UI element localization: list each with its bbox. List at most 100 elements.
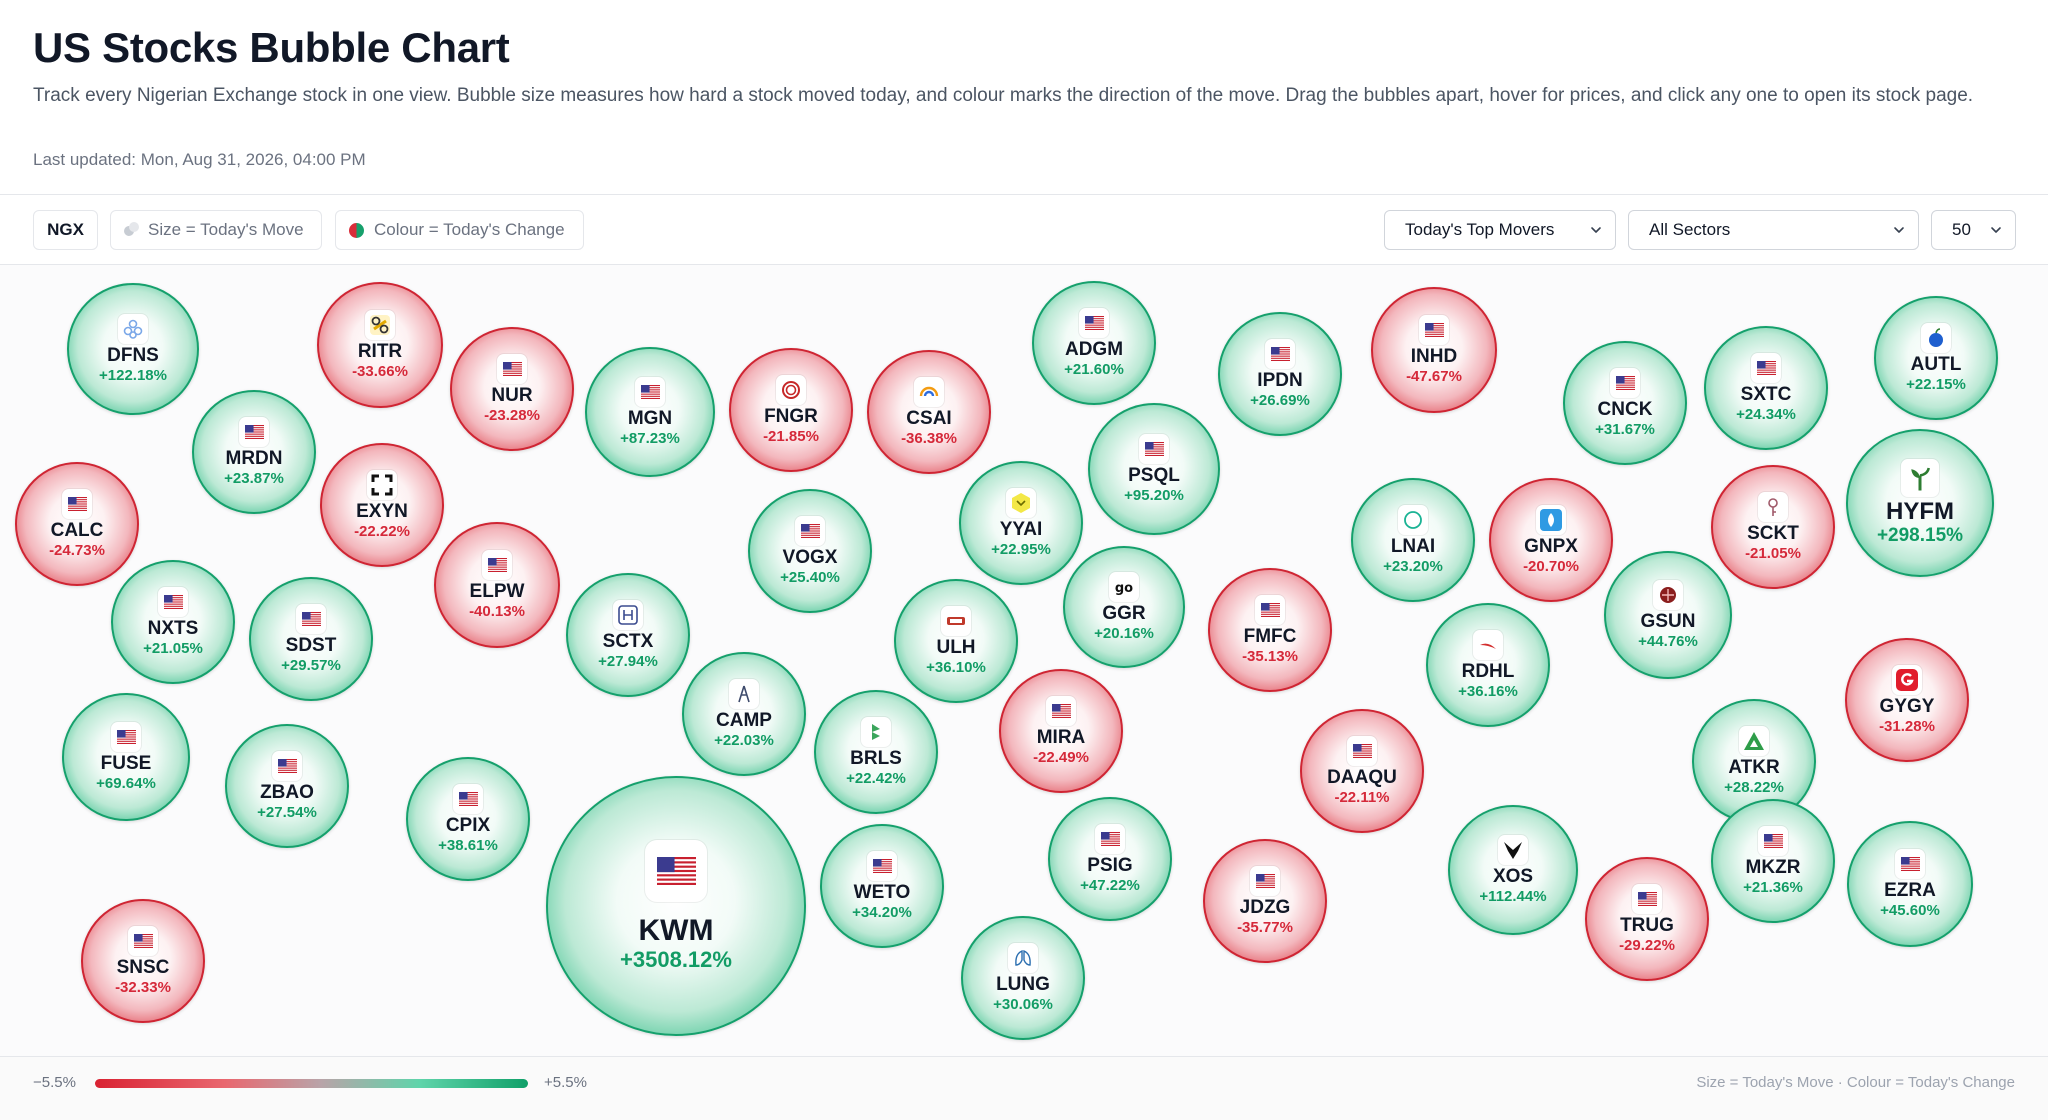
stock-bubble-mgn[interactable]: MGN +87.23%	[585, 347, 715, 477]
ring-logo-icon	[776, 374, 806, 405]
bubble-symbol: GSUN	[1640, 610, 1696, 632]
grid-logo-icon	[613, 599, 643, 630]
stock-bubble-hyfm[interactable]: HYFM +298.15%	[1846, 429, 1994, 577]
stock-bubble-camp[interactable]: CAMP +22.03%	[682, 652, 806, 776]
sort-select[interactable]: Today's Top Movers	[1384, 210, 1616, 250]
stock-bubble-sxtc[interactable]: SXTC +24.34%	[1704, 326, 1828, 450]
stock-bubble-calc[interactable]: CALC -24.73%	[15, 462, 139, 586]
stock-bubble-cpix[interactable]: CPIX +38.61%	[406, 757, 530, 881]
stock-bubble-yyai[interactable]: YYAI +22.95%	[959, 461, 1083, 585]
red-g-logo-icon	[1892, 664, 1922, 695]
bubble-symbol: CPIX	[445, 814, 491, 836]
arc-logo-icon	[914, 376, 944, 407]
stock-bubble-mkzr[interactable]: MKZR +21.36%	[1711, 799, 1835, 923]
stock-bubble-ipdn[interactable]: IPDN +26.69%	[1218, 312, 1342, 436]
stock-bubble-cnck[interactable]: CNCK +31.67%	[1563, 341, 1687, 465]
bubble-symbol: MRDN	[225, 447, 283, 469]
bubble-symbol: FMFC	[1243, 625, 1297, 647]
stock-bubble-nur[interactable]: NUR -23.28%	[450, 327, 574, 451]
bubble-symbol: PSIG	[1087, 854, 1133, 876]
stock-bubble-daaqu[interactable]: DAAQU -22.11%	[1300, 709, 1424, 833]
stock-bubble-sctx[interactable]: SCTX +27.94%	[566, 573, 690, 697]
stock-bubble-ritr[interactable]: RITR -33.66%	[317, 282, 443, 408]
stock-bubble-csai[interactable]: CSAI -36.38%	[867, 350, 991, 474]
bubble-symbol: YYAI	[999, 518, 1043, 540]
stock-bubble-mira[interactable]: MIRA -22.49%	[999, 669, 1123, 793]
bubble-change: +26.69%	[1250, 391, 1310, 409]
us-flag-icon	[272, 750, 302, 781]
stock-bubble-zbao[interactable]: ZBAO +27.54%	[225, 724, 349, 848]
bubble-change: +34.20%	[852, 903, 912, 921]
bubble-change: -20.70%	[1523, 557, 1579, 575]
stock-bubble-sdst[interactable]: SDST +29.57%	[249, 577, 373, 701]
bubble-change: +27.94%	[598, 652, 658, 670]
stock-bubble-xos[interactable]: XOS +112.44%	[1448, 805, 1578, 935]
bubble-change: +36.10%	[926, 658, 986, 676]
bubble-symbol: EXYN	[356, 500, 408, 522]
bubble-change: +25.40%	[780, 568, 840, 586]
exchange-button[interactable]: NGX	[33, 210, 98, 250]
stock-bubble-adgm[interactable]: ADGM +21.60%	[1032, 281, 1156, 405]
stock-bubble-fngr[interactable]: FNGR -21.85%	[729, 348, 853, 472]
stock-bubble-exyn[interactable]: EXYN -22.22%	[320, 443, 444, 567]
stock-bubble-jdzg[interactable]: JDZG -35.77%	[1203, 839, 1327, 963]
us-flag-icon	[1758, 825, 1788, 856]
bubble-canvas[interactable]: DFNS +122.18% RITR -33.66% NUR -23.28% MGN +87.…	[0, 265, 2048, 1056]
stock-bubble-vogx[interactable]: VOGX +25.40%	[748, 489, 872, 613]
stock-bubble-fuse[interactable]: FUSE +69.64%	[62, 693, 190, 821]
scale-max-label: +5.5%	[544, 1074, 587, 1091]
stock-bubble-psig[interactable]: PSIG +47.22%	[1048, 797, 1172, 921]
chevron-down-icon	[1991, 227, 2001, 233]
stock-bubble-lnai[interactable]: LNAI +23.20%	[1351, 478, 1475, 602]
bubble-change: -35.77%	[1237, 918, 1293, 936]
stock-bubble-kwm[interactable]: KWM +3508.12%	[546, 776, 806, 1036]
stock-bubble-trug[interactable]: TRUG -29.22%	[1585, 857, 1709, 981]
stock-bubble-weto[interactable]: WETO +34.20%	[820, 824, 944, 948]
stock-bubble-nxts[interactable]: NXTS +21.05%	[111, 560, 235, 684]
bubble-change: -22.49%	[1033, 748, 1089, 766]
stock-bubble-dfns[interactable]: DFNS +122.18%	[67, 283, 199, 415]
bubble-change: -40.13%	[469, 602, 525, 620]
bubble-change: +112.44%	[1479, 887, 1547, 905]
stock-bubble-gsun[interactable]: GSUN +44.76%	[1604, 551, 1732, 679]
bubble-change: -21.85%	[763, 427, 819, 445]
stock-bubble-psql[interactable]: PSQL +95.20%	[1088, 403, 1220, 535]
stock-bubble-fmfc[interactable]: FMFC -35.13%	[1208, 568, 1332, 692]
key-logo-icon	[1758, 491, 1788, 522]
us-flag-icon	[111, 721, 141, 752]
bubble-symbol: MIRA	[1036, 726, 1086, 748]
bubble-symbol: IPDN	[1257, 369, 1303, 391]
bubble-symbol: NXTS	[147, 617, 199, 639]
us-flag-icon	[128, 925, 158, 956]
bubble-change: +36.16%	[1458, 682, 1518, 700]
bubble-symbol: LUNG	[996, 973, 1050, 995]
stock-bubble-autl[interactable]: AUTL +22.15%	[1874, 296, 1998, 420]
stock-bubble-ezra[interactable]: EZRA +45.60%	[1847, 821, 1973, 947]
stock-bubble-brls[interactable]: BRLS +22.42%	[814, 690, 938, 814]
sector-select[interactable]: All Sectors	[1628, 210, 1919, 250]
stock-bubble-ggr[interactable]: go GGR +20.16%	[1063, 546, 1185, 668]
truck-logo-icon	[941, 605, 971, 636]
bubble-change: +122.18%	[99, 366, 167, 384]
stock-bubble-ulh[interactable]: ULH +36.10%	[894, 579, 1018, 703]
stock-bubble-mrdn[interactable]: MRDN +23.87%	[192, 390, 316, 514]
bubble-change: +28.22%	[1724, 778, 1784, 796]
stock-bubble-snsc[interactable]: SNSC -32.33%	[81, 899, 205, 1023]
bubble-change: +69.64%	[96, 774, 156, 792]
stock-bubble-sckt[interactable]: SCKT -21.05%	[1711, 465, 1835, 589]
stock-bubble-inhd[interactable]: INHD -47.67%	[1371, 287, 1497, 413]
stock-bubble-gnpx[interactable]: GNPX -20.70%	[1489, 478, 1613, 602]
bubble-change: +29.57%	[281, 656, 341, 674]
stock-bubble-rdhl[interactable]: RDHL +36.16%	[1426, 603, 1550, 727]
scale-min-label: −5.5%	[33, 1074, 76, 1091]
bubble-symbol: RDHL	[1461, 660, 1515, 682]
count-select[interactable]: 50	[1931, 210, 2016, 250]
stock-bubble-gygy[interactable]: GYGY -31.28%	[1845, 638, 1969, 762]
bubble-symbol: LNAI	[1390, 535, 1436, 557]
size-legend-chip: Size = Today's Move	[110, 210, 322, 250]
bubble-symbol: MGN	[627, 407, 673, 429]
us-flag-icon	[1255, 594, 1285, 625]
stock-bubble-elpw[interactable]: ELPW -40.13%	[434, 522, 560, 648]
bubble-change: +31.67%	[1595, 420, 1655, 438]
stock-bubble-lung[interactable]: LUNG +30.06%	[961, 916, 1085, 1040]
